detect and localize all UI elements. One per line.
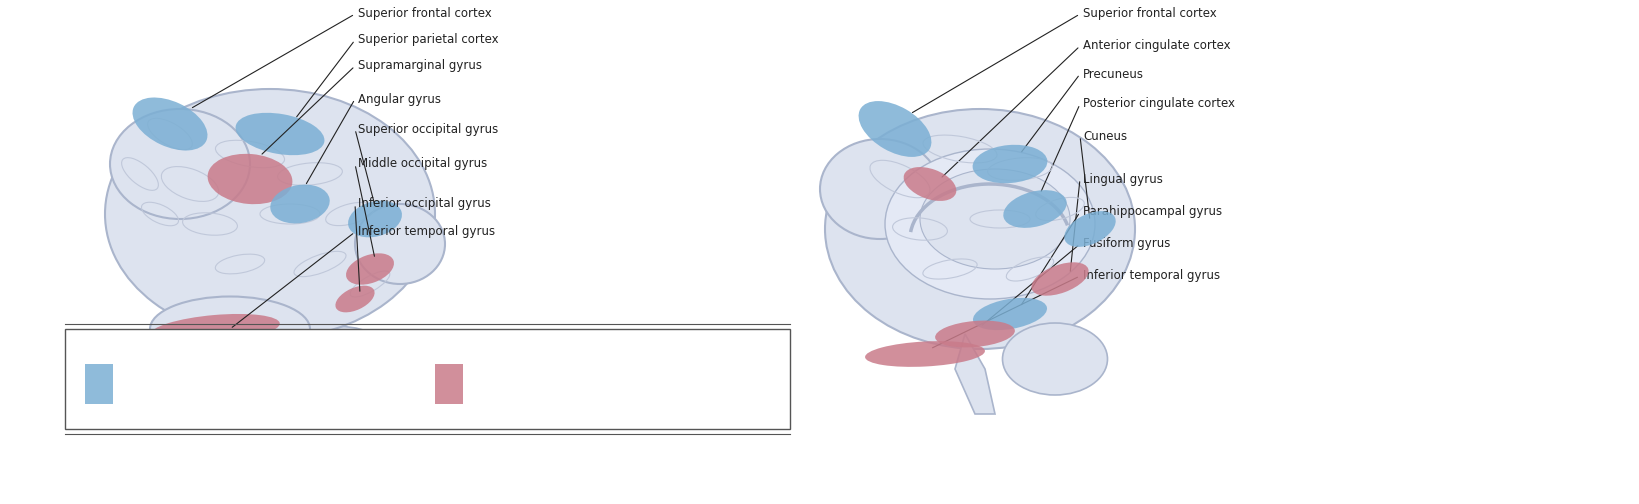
Text: Supramarginal gyrus: Supramarginal gyrus — [357, 59, 482, 73]
Text: and structured hallucinations: and structured hallucinations — [123, 390, 297, 403]
Ellipse shape — [133, 97, 208, 151]
Ellipse shape — [336, 286, 374, 312]
Text: Lingual gyrus: Lingual gyrus — [1082, 172, 1162, 185]
Text: Fusiform gyrus: Fusiform gyrus — [1082, 237, 1170, 250]
Ellipse shape — [972, 298, 1046, 330]
Bar — [66, 329, 790, 429]
Text: Structural changes associated with both minor: Structural changes associated with both … — [123, 370, 400, 384]
Ellipse shape — [346, 254, 393, 285]
Text: with structured hallucinations: with structured hallucinations — [472, 390, 649, 403]
Text: Precuneus: Precuneus — [1082, 68, 1144, 81]
Text: Cuneus: Cuneus — [1082, 130, 1126, 143]
Text: Superior parietal cortex: Superior parietal cortex — [357, 33, 498, 46]
Ellipse shape — [151, 314, 280, 344]
Text: Inferior temporal gyrus: Inferior temporal gyrus — [1082, 270, 1219, 283]
Text: Parahippocampal gyrus: Parahippocampal gyrus — [1082, 206, 1221, 219]
Text: Anterior cingulate cortex: Anterior cingulate cortex — [1082, 39, 1229, 52]
Polygon shape — [954, 334, 995, 414]
Ellipse shape — [236, 113, 325, 155]
Text: Inferior occipital gyrus: Inferior occipital gyrus — [357, 198, 490, 211]
Ellipse shape — [903, 167, 956, 201]
Ellipse shape — [820, 139, 939, 239]
Ellipse shape — [354, 204, 444, 284]
Ellipse shape — [864, 341, 985, 367]
Ellipse shape — [1031, 262, 1088, 296]
Ellipse shape — [919, 169, 1069, 269]
Text: Superior occipital gyrus: Superior occipital gyrus — [357, 122, 498, 136]
Ellipse shape — [347, 201, 402, 237]
Ellipse shape — [208, 154, 292, 204]
Text: Superior frontal cortex: Superior frontal cortex — [1082, 8, 1216, 21]
Ellipse shape — [972, 145, 1047, 183]
Bar — [85, 364, 113, 404]
Text: Posterior cingulate cortex: Posterior cingulate cortex — [1082, 97, 1234, 110]
Text: Superior frontal cortex: Superior frontal cortex — [357, 8, 492, 21]
Ellipse shape — [885, 149, 1095, 299]
Bar — [434, 364, 462, 404]
Ellipse shape — [285, 327, 395, 402]
Text: Inferior temporal gyrus: Inferior temporal gyrus — [357, 225, 495, 238]
Text: Middle occipital gyrus: Middle occipital gyrus — [357, 157, 487, 170]
Ellipse shape — [1003, 190, 1065, 228]
Ellipse shape — [149, 296, 310, 361]
Text: Additional structural changes associated: Additional structural changes associated — [472, 370, 713, 384]
Ellipse shape — [1001, 323, 1106, 395]
Ellipse shape — [859, 101, 931, 157]
Polygon shape — [249, 339, 280, 409]
Ellipse shape — [270, 184, 329, 223]
Ellipse shape — [110, 109, 249, 219]
Ellipse shape — [105, 89, 434, 339]
Ellipse shape — [1064, 211, 1115, 247]
Ellipse shape — [934, 321, 1015, 347]
Ellipse shape — [824, 109, 1134, 349]
Text: Angular gyrus: Angular gyrus — [357, 93, 441, 105]
